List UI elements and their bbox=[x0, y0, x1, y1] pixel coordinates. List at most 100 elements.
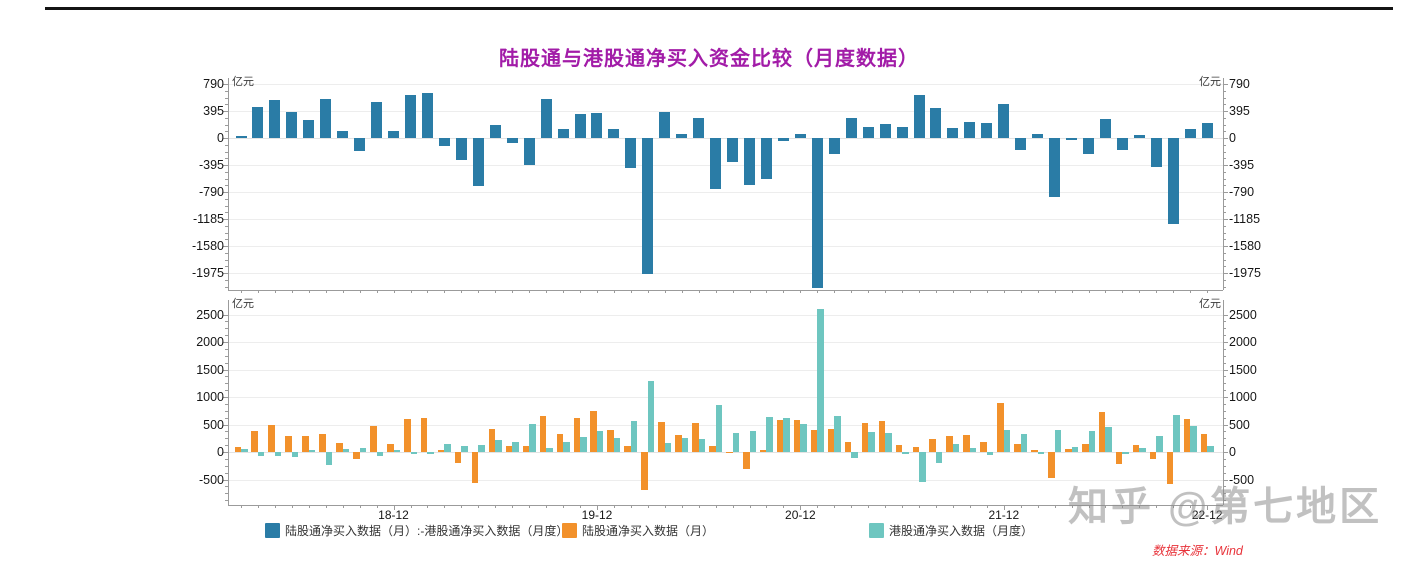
y-axis-minor-tick bbox=[225, 438, 228, 440]
x-axis-minor-tick bbox=[444, 505, 446, 508]
x-axis-minor-tick bbox=[546, 505, 548, 508]
bar-north bbox=[1200, 434, 1208, 452]
bar-north bbox=[268, 424, 275, 452]
x-axis-minor-tick bbox=[308, 505, 310, 508]
x-axis-minor-tick bbox=[563, 505, 565, 508]
bar-north bbox=[353, 452, 360, 459]
bar-south bbox=[1190, 426, 1197, 452]
x-axis-minor-tick bbox=[241, 505, 242, 508]
legend-item-diff[interactable]: 陆股通净买入数据（月）:-港股通净买入数据（月度） bbox=[265, 522, 568, 539]
bar-diff bbox=[472, 138, 484, 186]
y-axis-minor-tick bbox=[225, 458, 228, 460]
y-axis-minor-tick bbox=[1223, 390, 1226, 392]
y-axis-tick bbox=[1223, 165, 1228, 166]
bar-north bbox=[844, 442, 852, 452]
y-axis-minor-tick bbox=[1223, 335, 1226, 337]
y-axis-minor-tick bbox=[225, 328, 228, 330]
x-axis-minor-tick bbox=[1105, 290, 1107, 293]
bar-south bbox=[732, 433, 739, 452]
bar-diff bbox=[913, 94, 925, 138]
bar-south bbox=[969, 448, 977, 452]
bar-north bbox=[1082, 443, 1089, 452]
bar-north bbox=[336, 443, 343, 452]
bar-diff bbox=[540, 98, 552, 138]
y-axis-minor-tick bbox=[225, 104, 228, 106]
bar-diff bbox=[320, 98, 332, 138]
x-axis-minor-tick bbox=[732, 505, 734, 508]
bar-south bbox=[495, 439, 502, 452]
x-axis-minor-tick bbox=[647, 290, 649, 293]
x-axis-minor-tick bbox=[478, 505, 480, 508]
bar-north bbox=[454, 452, 462, 463]
bar-diff bbox=[591, 113, 603, 138]
legend-item-north[interactable]: 陆股通净买入数据（月） bbox=[562, 522, 714, 539]
x-axis-minor-tick bbox=[596, 290, 598, 293]
bar-diff bbox=[625, 138, 637, 169]
y-tick-label-right: -1185 bbox=[1229, 212, 1261, 226]
bar-south bbox=[715, 405, 723, 452]
gridline bbox=[228, 165, 1223, 166]
x-axis-minor-tick bbox=[529, 505, 531, 508]
x-axis-tick bbox=[393, 505, 395, 510]
y-axis-tick bbox=[223, 165, 228, 166]
x-axis-minor-tick bbox=[902, 290, 903, 293]
x-tick-label: 21-12 bbox=[988, 508, 1020, 522]
y-axis-minor-tick bbox=[225, 266, 228, 268]
y-axis-minor-tick bbox=[1223, 417, 1226, 419]
bar-north bbox=[420, 418, 428, 452]
y-axis-minor-tick bbox=[225, 225, 228, 227]
y-axis-minor-tick bbox=[225, 431, 228, 433]
bar-diff bbox=[405, 94, 416, 138]
y-axis-minor-tick bbox=[225, 355, 228, 357]
x-axis-minor-tick bbox=[546, 290, 548, 293]
y-axis-minor-tick bbox=[225, 362, 228, 364]
x-axis-minor-tick bbox=[986, 290, 988, 293]
y-axis-tick bbox=[223, 84, 228, 85]
y-axis-tick bbox=[223, 219, 228, 220]
bar-diff bbox=[388, 131, 399, 138]
y-axis-tick bbox=[1223, 192, 1228, 193]
x-axis-minor-tick bbox=[868, 290, 870, 293]
bar-south bbox=[1037, 452, 1045, 454]
x-axis-minor-tick bbox=[715, 505, 717, 508]
y-axis-minor-tick bbox=[225, 131, 228, 133]
x-axis-minor-tick bbox=[580, 290, 581, 293]
y-axis-tick bbox=[1223, 246, 1228, 247]
x-axis-minor-tick bbox=[1156, 290, 1158, 293]
y-axis-unit-right: 亿元 bbox=[1199, 76, 1221, 88]
y-axis-minor-tick bbox=[1223, 97, 1226, 99]
x-axis-minor-tick bbox=[732, 290, 734, 293]
x-axis-minor-tick bbox=[1207, 290, 1209, 293]
y-axis-minor-tick bbox=[1223, 355, 1226, 357]
bar-south bbox=[342, 449, 350, 452]
bar-diff bbox=[286, 112, 298, 138]
x-axis-minor-tick bbox=[1054, 505, 1056, 508]
bar-north bbox=[878, 421, 886, 452]
x-axis-minor-tick bbox=[969, 505, 971, 508]
y-axis-tick bbox=[1223, 138, 1228, 139]
y-axis-tick bbox=[223, 138, 228, 139]
y-axis-tick bbox=[223, 397, 228, 398]
x-axis-minor-tick bbox=[969, 290, 971, 293]
x-axis-minor-tick bbox=[1173, 505, 1175, 508]
gridline bbox=[228, 314, 1223, 316]
bar-diff bbox=[862, 126, 874, 138]
y-axis-minor-tick bbox=[1223, 90, 1226, 92]
legend-label-south: 港股通净买入数据（月度） bbox=[889, 524, 1034, 538]
x-axis-minor-tick bbox=[885, 505, 887, 508]
bar-north bbox=[1115, 452, 1123, 464]
bar-south bbox=[478, 444, 485, 452]
bar-north bbox=[387, 444, 394, 452]
y-axis-minor-tick bbox=[225, 335, 228, 337]
bar-south bbox=[919, 452, 926, 482]
y-axis-minor-tick bbox=[225, 178, 228, 180]
y-axis-tick bbox=[1223, 479, 1228, 481]
bar-diff bbox=[1032, 133, 1044, 138]
bar-south bbox=[512, 442, 519, 452]
bar-north bbox=[1065, 449, 1072, 452]
bar-north bbox=[675, 434, 682, 452]
bottom-panel-series-chart bbox=[223, 300, 1228, 510]
bar-south bbox=[1156, 435, 1163, 452]
legend-item-south[interactable]: 港股通净买入数据（月度） bbox=[869, 522, 1033, 539]
bar-south bbox=[834, 416, 841, 452]
